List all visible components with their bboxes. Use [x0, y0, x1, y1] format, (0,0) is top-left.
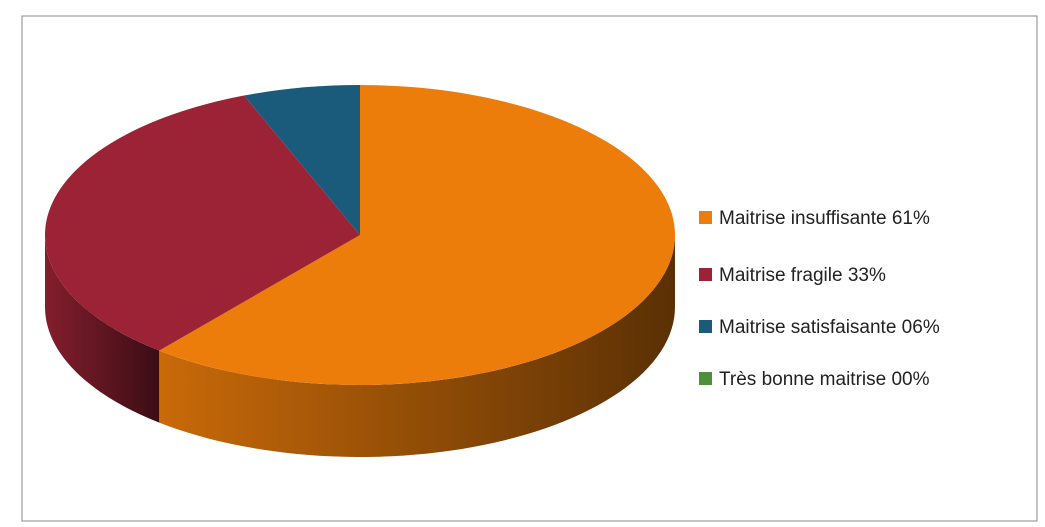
legend-swatch	[699, 268, 712, 281]
legend-swatch	[699, 372, 712, 385]
pie-slice	[244, 85, 360, 235]
legend-label: Maitrise satisfaisante 06%	[719, 317, 940, 338]
legend-swatch	[699, 320, 712, 333]
legend-swatch	[699, 211, 712, 224]
pie-slice	[44, 95, 360, 351]
legend-label: Maitrise insuffisante 61%	[719, 208, 930, 229]
legend-label: Très bonne maitrise 00%	[719, 369, 930, 390]
legend-label: Maitrise fragile 33%	[719, 265, 886, 286]
pie-side	[45, 235, 160, 423]
pie-slice	[159, 85, 675, 385]
pie-side	[159, 235, 676, 457]
